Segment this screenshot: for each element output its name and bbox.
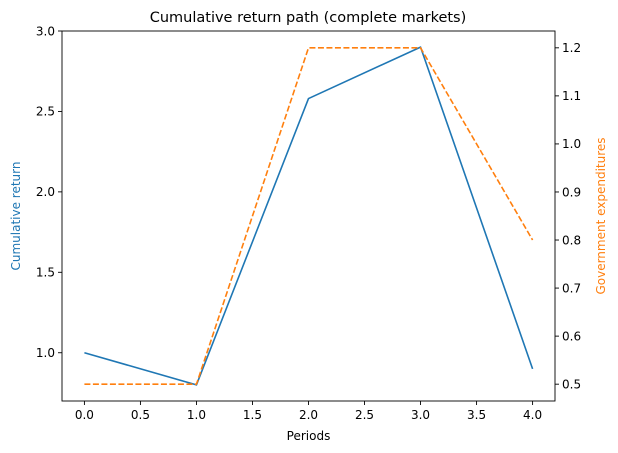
plot-area (62, 31, 555, 401)
y-axis-right-label: Government expenditures (594, 137, 608, 294)
y-left-tick-label-1: 1.5 (36, 266, 55, 280)
y-right-tick-label-2: 0.7 (562, 281, 581, 295)
y-right-tick-label-5: 1.0 (562, 137, 581, 151)
y-left-tick-label-4: 3.0 (36, 24, 55, 38)
x-tick-label-5: 2.5 (355, 408, 374, 422)
y-right-tick-label-0: 0.5 (562, 377, 581, 391)
y-right-tick-label-4: 0.9 (562, 185, 581, 199)
series-line-1 (84, 46, 534, 386)
x-tick-label-1: 0.5 (131, 408, 150, 422)
y-left-tick-label-2: 2.0 (36, 185, 55, 199)
y-left-tick-label-0: 1.0 (36, 346, 55, 360)
y-left-tick-label-3: 2.5 (36, 105, 55, 119)
x-tick-label-3: 1.5 (243, 408, 262, 422)
x-tick-label-4: 2.0 (299, 408, 318, 422)
y-right-tick-label-6: 1.1 (562, 89, 581, 103)
series-layer (84, 46, 534, 386)
y-right-tick-label-3: 0.8 (562, 233, 581, 247)
y-right-tick-label-7: 1.2 (562, 41, 581, 55)
chart-title: Cumulative return path (complete markets… (150, 10, 467, 26)
y-axis-left-label: Cumulative return (9, 162, 23, 271)
x-tick-label-7: 3.5 (467, 408, 486, 422)
x-tick-label-0: 0.0 (75, 408, 94, 422)
y-right-tick-label-1: 0.6 (562, 329, 581, 343)
axes: 0.0 0.5 1.0 1.5 2.0 2.5 3.0 3.5 4.0 1.0 1.5 2.0 2.5 3… (36, 24, 581, 422)
x-axis-label: Periods (287, 429, 331, 443)
x-tick-label-6: 3.0 (411, 408, 430, 422)
x-tick-label-2: 1.0 (187, 408, 206, 422)
plot-background (62, 31, 555, 401)
x-tick-label-8: 4.0 (523, 408, 542, 422)
